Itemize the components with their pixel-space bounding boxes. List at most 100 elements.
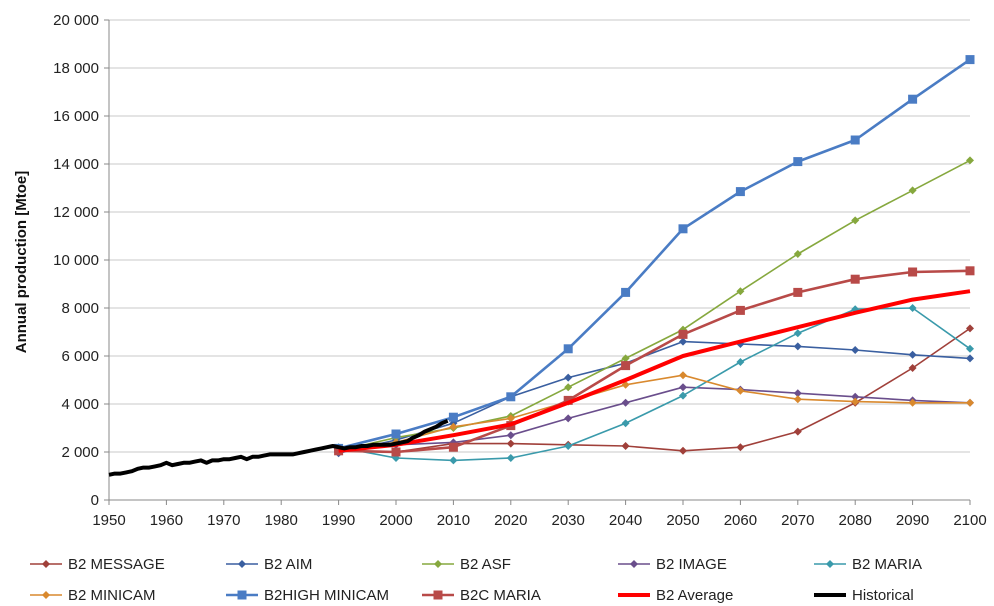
legend-swatch-marker [434,560,442,568]
data-point [793,427,802,436]
data-point [908,364,917,372]
legend-swatch [30,560,62,568]
data-point [793,389,802,398]
legend-label: B2 Average [656,586,734,604]
legend-item-b2-average: B2 Average [618,584,733,606]
axes [104,19,971,505]
data-point [736,386,745,395]
legend-label: B2 MARIA [852,555,923,573]
x-tick-labels: 1950 1960 1970 1980 1990 2000 2010 2020 2030 2040… [92,512,986,529]
series-line [338,374,970,451]
data-point [851,392,860,401]
x-tick-label: 1990 [322,512,355,529]
series-line [338,340,971,454]
legend-label: Historical [852,586,914,604]
x-tick-label: 2080 [839,512,872,529]
data-point [965,55,975,65]
x-tick-label: 1970 [207,512,240,529]
data-point [449,456,458,465]
data-point [621,442,630,450]
series-line [338,327,971,453]
y-axis-label: Annual production [Mtoe] [13,171,30,353]
x-tick-label: 2050 [666,512,699,529]
y-tick-label: 4 000 [61,396,99,413]
line-chart: 0 2 000 4 000 6 000 8 000 10 000 12 000 14 000 1… [13,12,987,529]
data-point [908,94,918,104]
legend-item-b2-maria: B2 MARIA [814,553,922,575]
data-point [506,439,515,448]
data-point [793,329,802,338]
data-point [679,337,687,346]
y-tick-label: 2 000 [61,444,99,461]
data-point [679,371,687,380]
x-tick-label: 2060 [724,512,757,529]
legend-label: B2 MINICAM [68,586,156,604]
data-point [735,187,745,197]
data-point [966,398,974,407]
series-line [338,289,971,453]
data-point [564,414,573,423]
legend-label: B2 ASF [460,555,511,573]
y-tick-label: 14 000 [53,156,99,173]
legend-swatch [618,560,650,568]
legend-item-b2-minicam: B2 MINICAM [30,584,156,606]
legend-label: B2HIGH MINICAM [264,586,390,604]
y-tick-label: 18 000 [53,60,99,77]
data-point [966,324,974,333]
y-tick-label: 20 000 [53,12,99,29]
series-historical [108,418,449,477]
data-point [621,398,630,407]
data-point [621,419,630,428]
legend-item-b2-asf: B2 ASF [422,553,511,575]
data-point [851,397,860,406]
data-point [908,304,917,312]
legend-swatch-marker [826,560,834,568]
data-point [391,429,401,439]
legend-item-b2c-maria: B2C MARIA [422,584,541,606]
data-point [736,287,745,296]
data-point [908,398,917,407]
legend-item-historical: Historical [814,584,914,606]
data-point [851,216,860,225]
data-point [965,266,975,276]
legend-swatch-marker [238,560,246,568]
x-tick-label: 2070 [781,512,814,529]
data-point [448,442,458,452]
legend-item-b2-aim: B2 AIM [226,553,312,575]
data-point [966,354,974,363]
y-tick-label: 16 000 [53,108,99,125]
legend-label: B2 AIM [264,555,313,573]
data-point [736,443,745,452]
legend-item-b2-message: B2 MESSAGE [30,553,165,575]
legend-label: B2 IMAGE [656,555,727,573]
legend-label: B2 MESSAGE [68,555,165,573]
data-point [966,156,974,165]
x-tick-label: 2030 [552,512,585,529]
data-point [793,342,802,351]
data-point [850,135,860,145]
series-line [338,58,971,450]
legend-label: B2C MARIA [460,586,541,604]
data-point [679,391,687,400]
data-point [735,305,745,315]
data-point [908,186,917,195]
data-point [736,358,745,366]
data-point [391,447,401,457]
legend-swatch [226,560,258,568]
data-point [448,412,458,422]
x-tick-label: 1980 [265,512,298,529]
x-tick-label: 2000 [379,512,412,529]
x-tick-label: 2020 [494,512,527,529]
data-point [564,442,573,450]
legend-swatch [814,560,846,568]
data-point [678,224,688,234]
legend-item-b2high-minicam: B2HIGH MINICAM [226,584,389,606]
x-tick-label: 2010 [437,512,470,529]
legend-swatch [422,560,454,568]
x-tick-label: 2100 [953,512,986,529]
data-point [679,446,687,455]
data-point [679,383,687,392]
series-line [338,159,971,452]
y-tick-labels: 0 2 000 4 000 6 000 8 000 10 000 12 000 14 000 1… [53,12,99,509]
data-point [506,392,516,402]
